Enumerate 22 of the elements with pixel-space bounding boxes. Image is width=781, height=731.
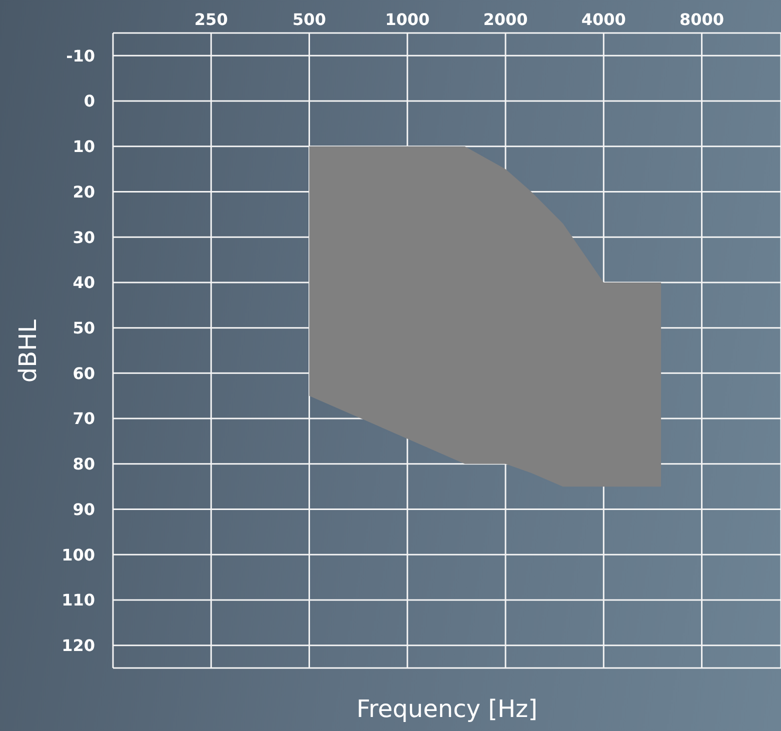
x-tick-label: 1000 (385, 10, 430, 29)
y-tick-label: 110 (62, 590, 95, 610)
y-tick-label: 30 (72, 228, 95, 247)
x-axis-title: Frequency [Hz] (356, 695, 538, 723)
y-tick-label: 120 (62, 636, 95, 655)
x-tick-label: 250 (194, 10, 228, 29)
y-tick-label: 0 (84, 92, 95, 111)
y-tick-label: 10 (72, 137, 95, 156)
x-tick-label: 8000 (680, 10, 724, 29)
y-tick-label: 100 (62, 545, 95, 564)
x-tick-label: 500 (292, 10, 326, 29)
x-tick-label: 2000 (483, 10, 528, 29)
y-tick-label: 40 (72, 273, 95, 292)
y-tick-label: 80 (72, 454, 95, 474)
y-tick-label: 50 (72, 318, 95, 338)
y-tick-label: 60 (72, 364, 95, 383)
y-tick-label: 20 (72, 182, 95, 202)
y-tick-label: -10 (66, 46, 95, 66)
x-tick-label: 4000 (581, 10, 626, 29)
y-tick-label: 90 (72, 500, 95, 519)
y-axis-title: dBHL (14, 318, 42, 382)
y-tick-label: 70 (72, 409, 95, 428)
